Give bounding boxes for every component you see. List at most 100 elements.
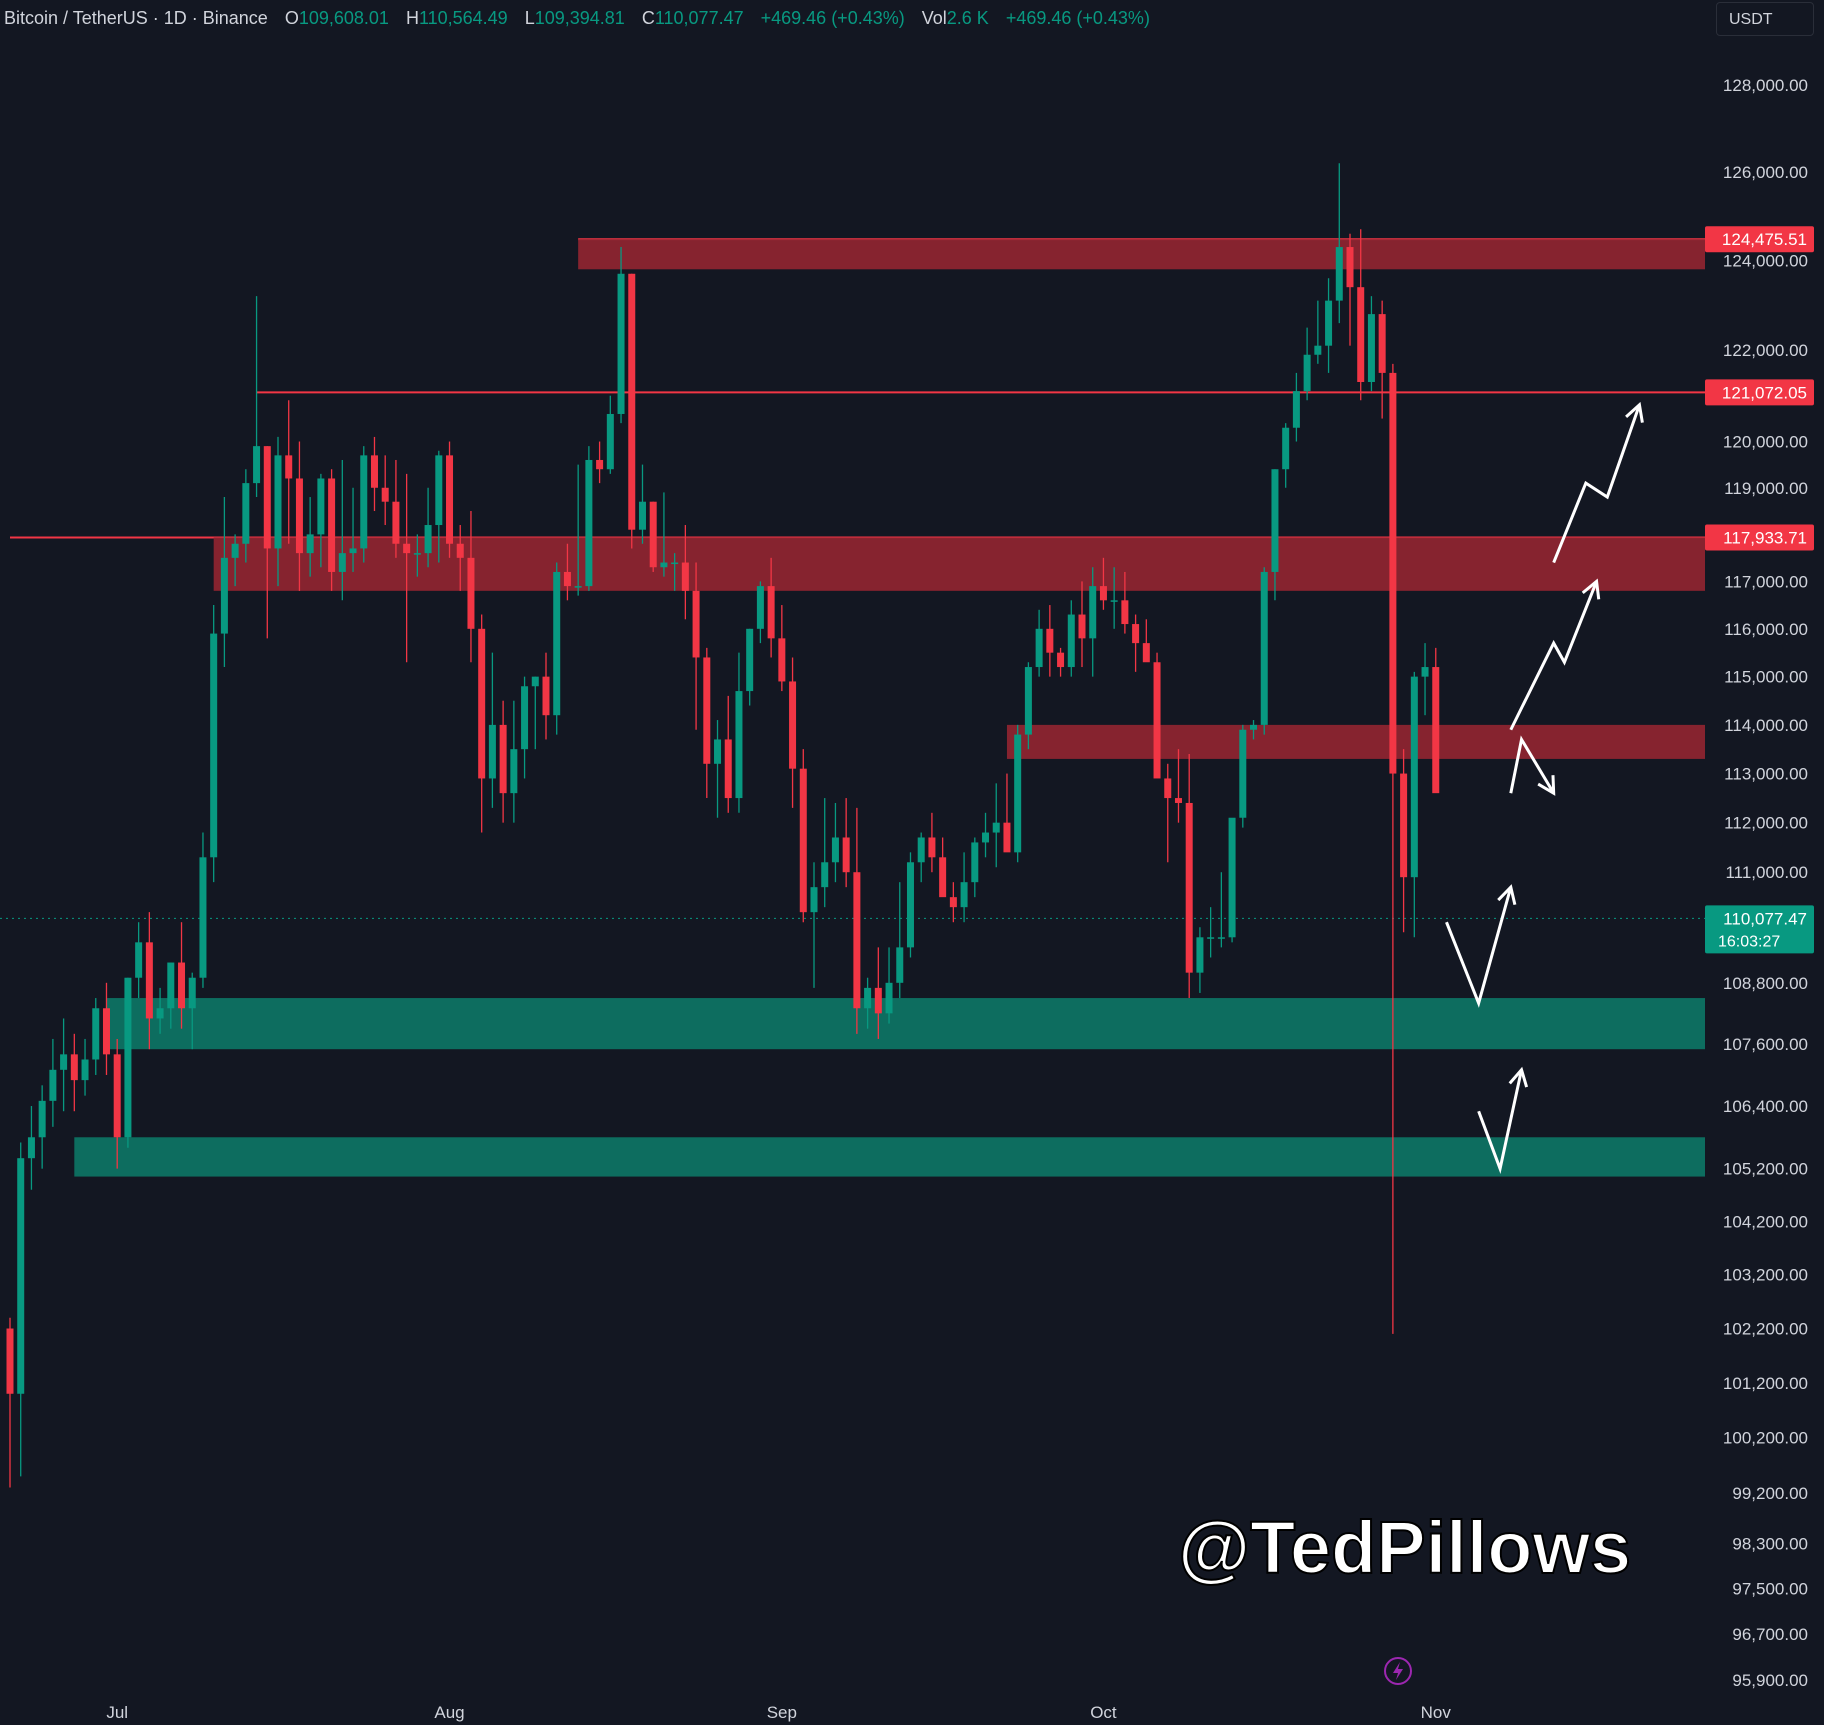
candle-body[interactable] [917,837,925,863]
price-label-tag[interactable] [1705,524,1814,551]
candle-body[interactable] [1367,314,1375,383]
candle-body[interactable] [167,962,175,1009]
candle-body[interactable] [1185,802,1193,973]
candle-body[interactable] [199,857,207,978]
candle-body[interactable] [1325,300,1333,346]
projection-arrow-mid[interactable] [1509,580,1598,731]
candle-body[interactable] [1121,600,1129,625]
candle-body[interactable] [1378,314,1386,373]
candle-body[interactable] [756,586,764,629]
candle-body[interactable] [703,657,711,764]
candle-body[interactable] [124,977,132,1138]
candle-body[interactable] [467,557,475,629]
candle-body[interactable] [1282,427,1290,470]
candle-body[interactable] [1410,676,1418,878]
price-label-tag[interactable] [1705,379,1814,406]
candle-body[interactable] [928,837,936,858]
candle-body[interactable] [424,525,432,554]
candle-body[interactable] [1250,724,1258,730]
candle-body[interactable] [1432,667,1440,794]
candle-body[interactable] [767,586,775,639]
candle-body[interactable] [1421,667,1429,677]
candle-body[interactable] [874,987,882,1014]
candle-body[interactable] [60,1054,68,1070]
candle-body[interactable] [1228,817,1236,938]
rejection-arrow[interactable] [1509,735,1555,794]
projection-arrow-high[interactable] [1552,404,1641,564]
candle-body[interactable] [1292,391,1300,428]
candle-body[interactable] [531,676,539,687]
candle-body[interactable] [360,455,368,549]
candle-body[interactable] [638,501,646,530]
candle-body[interactable] [521,686,529,750]
candle-body[interactable] [563,571,571,587]
candle-body[interactable] [145,942,153,1019]
candle-body[interactable] [681,562,689,591]
candle-body[interactable] [102,1008,110,1055]
candle-body[interactable] [1346,247,1354,288]
price-label-tag[interactable] [1705,226,1814,253]
candle-body[interactable] [1207,937,1215,939]
candle-body[interactable] [38,1100,46,1138]
candle-body[interactable] [1110,600,1118,602]
candle-body[interactable] [692,590,700,658]
candle-body[interactable] [295,478,303,554]
candle-body[interactable] [714,739,722,764]
candle-body[interactable] [1078,614,1086,639]
candle-body[interactable] [285,455,293,479]
candle-body[interactable] [1132,624,1140,644]
candle-body[interactable] [349,548,357,554]
candle-body[interactable] [478,628,486,779]
candle-body[interactable] [885,982,893,1014]
candle-body[interactable] [896,947,904,983]
candle-body[interactable] [982,832,990,843]
candle-body[interactable] [1239,729,1247,818]
candle-body[interactable] [381,487,389,502]
bounce-arrow-lower[interactable] [1477,1069,1523,1175]
candle-body[interactable] [724,739,732,799]
candle-body[interactable] [370,455,378,488]
candle-body[interactable] [92,1008,100,1060]
candle-body[interactable] [1153,662,1161,779]
candle-body[interactable] [542,676,550,716]
candle-body[interactable] [328,478,336,572]
candle-body[interactable] [553,571,561,716]
candle-body[interactable] [649,501,657,568]
candle-body[interactable] [960,882,968,908]
candle-body[interactable] [1335,247,1343,301]
support-zone[interactable] [106,998,1706,1050]
candle-body[interactable] [49,1069,57,1101]
candle-body[interactable] [1099,586,1107,601]
candle-body[interactable] [274,455,282,549]
resistance-zone[interactable] [578,239,1706,270]
candle-body[interactable] [253,446,261,484]
candle-body[interactable] [746,628,754,692]
candle-body[interactable] [17,1158,25,1394]
candle-body[interactable] [1046,628,1054,653]
resistance-zone[interactable] [213,537,1706,591]
candle-body[interactable] [188,977,196,1009]
support-zone[interactable] [74,1137,1706,1177]
symbol-name[interactable]: Bitcoin / TetherUS · 1D · Binance [4,8,268,28]
candle-body[interactable] [617,273,625,414]
candle-body[interactable] [864,987,872,1009]
candle-body[interactable] [1389,372,1397,774]
candle-body[interactable] [596,459,604,470]
candle-body[interactable] [810,887,818,913]
candle-body[interactable] [446,455,454,544]
candle-body[interactable] [1057,652,1065,668]
candle-body[interactable] [488,724,496,779]
candle-body[interactable] [799,768,807,913]
candle-body[interactable] [971,842,979,883]
candle-body[interactable] [263,446,271,549]
candle-body[interactable] [413,553,421,555]
candle-body[interactable] [435,455,443,526]
candle-body[interactable] [392,501,400,544]
candle-body[interactable] [113,1054,121,1138]
candle-body[interactable] [628,273,636,530]
candle-body[interactable] [1003,822,1011,853]
candle-body[interactable] [585,459,593,587]
candle-body[interactable] [1260,571,1268,725]
candle-body[interactable] [1067,614,1075,668]
